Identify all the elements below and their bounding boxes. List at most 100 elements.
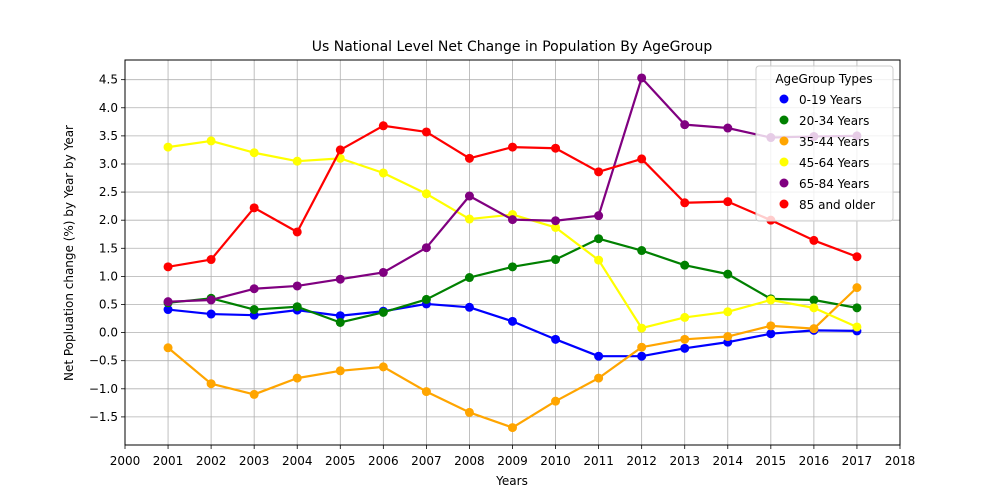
data-point — [421, 127, 431, 137]
data-point — [852, 322, 862, 332]
y-tick-label: 0.5 — [99, 297, 118, 311]
x-tick-label: 2011 — [583, 454, 614, 468]
plot-frame — [124, 59, 901, 446]
data-point — [551, 143, 561, 153]
y-tick-label: 4.5 — [99, 73, 118, 87]
data-point — [551, 334, 561, 344]
x-tick-label: 2012 — [626, 454, 657, 468]
data-point — [335, 145, 345, 155]
data-point — [594, 351, 604, 361]
data-point — [723, 197, 733, 207]
data-point — [292, 373, 302, 383]
data-point — [292, 281, 302, 291]
legend-label: 35-44 Years — [799, 135, 869, 149]
y-tick-label: 0.0 — [99, 326, 118, 340]
data-point — [551, 255, 561, 265]
data-point — [723, 269, 733, 279]
data-point — [809, 303, 819, 313]
data-point — [508, 262, 517, 272]
x-tick-label: 2000 — [110, 454, 141, 468]
data-point — [378, 362, 388, 372]
data-point — [680, 198, 690, 208]
y-tick-label: 3.5 — [99, 129, 118, 143]
legend-label: 20-34 Years — [799, 114, 869, 128]
legend: AgeGroup Types 0-19 Years 20-34 Years 35-4… — [755, 65, 894, 222]
data-point — [292, 302, 302, 312]
data-point — [464, 302, 474, 312]
data-point — [378, 267, 388, 277]
x-tick-label: 2005 — [325, 454, 356, 468]
data-point — [508, 142, 517, 152]
x-tick-label: 2008 — [454, 454, 485, 468]
data-point — [249, 148, 259, 158]
data-point — [249, 203, 259, 213]
data-point — [206, 255, 216, 265]
data-point — [335, 274, 345, 284]
data-point — [206, 295, 216, 305]
y-tick-label: 1.0 — [99, 269, 118, 283]
y-tick-label: 1.5 — [99, 241, 118, 255]
x-tick-label: 2015 — [756, 454, 787, 468]
data-point — [378, 168, 388, 178]
x-tick-label: 2006 — [368, 454, 399, 468]
x-tick-label: 2001 — [153, 454, 184, 468]
legend-marker — [779, 157, 789, 167]
legend-marker — [779, 199, 789, 209]
data-point — [421, 189, 431, 199]
data-point — [163, 343, 173, 353]
legend-label: 45-64 Years — [799, 156, 869, 170]
data-point — [335, 311, 345, 321]
data-point — [464, 214, 474, 224]
data-point — [637, 154, 647, 164]
data-point — [680, 312, 690, 322]
data-point — [163, 297, 173, 307]
legend-label: 65-84 Years — [799, 177, 869, 191]
data-point — [335, 366, 345, 376]
legend-label: 85 and older — [799, 198, 875, 212]
y-tick-label: 3.0 — [99, 157, 118, 171]
y-tick-label: 4.0 — [99, 101, 118, 115]
x-tick-label: 2014 — [713, 454, 744, 468]
data-point — [464, 407, 474, 417]
data-point — [637, 323, 647, 333]
y-tick-label: 2.5 — [99, 185, 118, 199]
x-axis-ticks: 2000 2001 2002 2003 2004 2005 2006 2007 2008 2009… — [110, 445, 916, 468]
data-point — [852, 283, 862, 293]
series-45-64-years — [163, 136, 862, 333]
x-tick-label: 2016 — [799, 454, 830, 468]
legend-title: AgeGroup Types — [775, 72, 872, 86]
legend-marker — [779, 115, 789, 125]
x-tick-label: 2017 — [842, 454, 873, 468]
legend-box — [755, 65, 894, 222]
x-tick-label: 2018 — [885, 454, 916, 468]
data-point — [809, 295, 819, 305]
data-point — [680, 334, 690, 344]
data-point — [421, 387, 431, 397]
legend-marker — [779, 136, 789, 146]
data-point — [594, 167, 604, 177]
data-point — [637, 342, 647, 352]
chart-title: Us National Level Net Change in Populati… — [312, 39, 713, 55]
data-point — [594, 373, 604, 383]
y-tick-label: 2.0 — [99, 213, 118, 227]
data-point — [292, 227, 302, 237]
series-65-84-years — [163, 73, 862, 307]
data-point — [249, 284, 259, 294]
x-tick-label: 2002 — [196, 454, 227, 468]
data-point — [551, 222, 561, 232]
data-point — [637, 73, 647, 83]
data-point — [249, 305, 259, 315]
data-point — [249, 389, 259, 399]
data-point — [378, 307, 388, 317]
series-85-and-older — [163, 121, 862, 272]
data-point — [464, 153, 474, 163]
x-tick-label: 2013 — [669, 454, 700, 468]
legend-marker — [779, 94, 789, 104]
data-point — [637, 351, 647, 361]
y-axis-ticks: −1.5 −1.0 −0.5 0.0 0.5 1.0 1.5 2.0 2.5 3.0 3.5 4.0 4… — [89, 73, 125, 424]
data-point — [852, 303, 862, 313]
data-point — [292, 156, 302, 166]
data-point — [163, 305, 173, 315]
data-point — [680, 120, 690, 130]
